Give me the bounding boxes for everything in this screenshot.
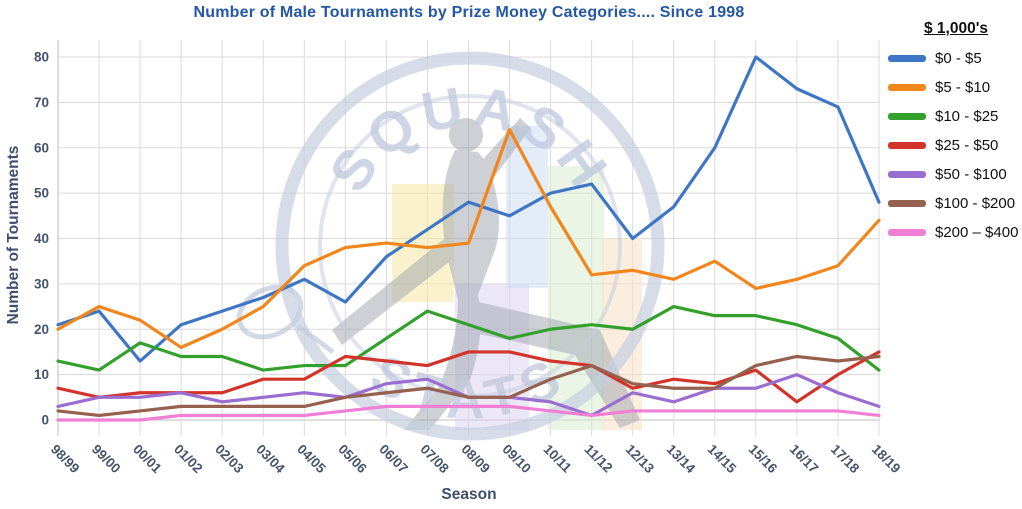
x-tick-label: 11/12 bbox=[582, 442, 616, 476]
legend-item: $100 - $200 bbox=[888, 189, 1020, 218]
legend-swatch bbox=[888, 113, 926, 120]
legend-swatch bbox=[888, 142, 926, 149]
legend-swatch bbox=[888, 229, 926, 236]
x-tick-label: 01/02 bbox=[171, 442, 206, 477]
silhouette-arm-up bbox=[478, 118, 531, 180]
legend-title: $ 1,000's bbox=[923, 20, 989, 37]
legend-item: $25 - $50 bbox=[888, 131, 1020, 160]
y-tick-label: 20 bbox=[34, 322, 49, 337]
legend-item: $200 – $400 bbox=[888, 218, 1020, 247]
x-tick-label: 05/06 bbox=[335, 442, 370, 477]
legend-item: $5 - $10 bbox=[888, 73, 1020, 102]
legend: $ 1,000's $0 - $5 $5 - $10 $10 - $25 $25 - … bbox=[888, 20, 1020, 247]
y-tick-label: 80 bbox=[34, 50, 49, 65]
legend-label: $0 - $5 bbox=[935, 50, 982, 67]
x-tick-label: 09/10 bbox=[499, 442, 534, 477]
legend-label: $100 - $200 bbox=[935, 195, 1016, 212]
chart-title: Number of Male Tournaments by Prize Mone… bbox=[193, 4, 745, 21]
series-line--10-25 bbox=[56, 304, 881, 372]
x-axis-title: Season bbox=[441, 486, 497, 503]
legend-swatch bbox=[888, 55, 926, 62]
x-tick-label: 18/19 bbox=[869, 442, 904, 477]
x-tick-label: 07/08 bbox=[417, 442, 452, 477]
x-tick-label: 00/01 bbox=[130, 442, 165, 477]
series-line--5-10 bbox=[56, 128, 881, 349]
legend-swatch bbox=[888, 84, 926, 91]
x-tick-label: 13/14 bbox=[664, 442, 699, 477]
legend-item: $0 - $5 bbox=[888, 44, 1020, 73]
y-tick-label: 40 bbox=[34, 231, 49, 246]
legend-item: $10 - $25 bbox=[888, 102, 1020, 131]
series-line--100-200 bbox=[56, 354, 881, 418]
x-tick-label: 98/99 bbox=[48, 442, 83, 477]
silhouette-head bbox=[449, 118, 483, 152]
x-tick-label: 08/09 bbox=[458, 442, 493, 477]
legend-swatch bbox=[888, 200, 926, 207]
y-tick-label: 60 bbox=[34, 140, 49, 155]
x-tick-label: 12/13 bbox=[623, 442, 658, 477]
silhouette-leg bbox=[462, 300, 640, 428]
series-line--200-400 bbox=[56, 404, 881, 422]
legend-item: $50 - $100 bbox=[888, 160, 1020, 189]
racquet-icon bbox=[236, 284, 304, 340]
watermark-ring-outer bbox=[275, 51, 665, 441]
y-tick-label: 30 bbox=[34, 276, 49, 291]
legend-swatch bbox=[888, 171, 926, 178]
silhouette-arm-down bbox=[332, 230, 462, 345]
y-tick-label: 50 bbox=[34, 186, 49, 201]
y-axis-title: Number of Tournaments bbox=[5, 145, 22, 325]
x-tick-label: 15/16 bbox=[746, 442, 781, 477]
legend-label: $10 - $25 bbox=[935, 108, 999, 125]
y-tick-label: 0 bbox=[41, 413, 49, 428]
y-tick-label: 10 bbox=[34, 367, 49, 382]
legend-items: $0 - $5 $5 - $10 $10 - $25 $25 - $50 $50 - $… bbox=[888, 44, 1020, 247]
series-line--0-5 bbox=[56, 55, 881, 363]
legend-label: $50 - $100 bbox=[935, 166, 1007, 183]
x-tick-label: 04/05 bbox=[294, 442, 329, 477]
legend-label: $200 – $400 bbox=[935, 224, 1019, 241]
x-tick-label: 99/00 bbox=[89, 442, 124, 477]
x-tick-label: 17/18 bbox=[828, 442, 863, 477]
y-tick-label: 70 bbox=[34, 95, 49, 110]
x-tick-label: 16/17 bbox=[787, 442, 822, 477]
legend-label: $25 - $50 bbox=[935, 137, 999, 154]
x-tick-label: 02/03 bbox=[212, 442, 247, 477]
x-tick-label: 14/15 bbox=[705, 442, 740, 477]
x-tick-label: 10/11 bbox=[540, 442, 574, 476]
x-tick-label: 03/04 bbox=[253, 442, 288, 477]
x-tick-label: 06/07 bbox=[376, 442, 411, 477]
legend-label: $5 - $10 bbox=[935, 79, 991, 96]
